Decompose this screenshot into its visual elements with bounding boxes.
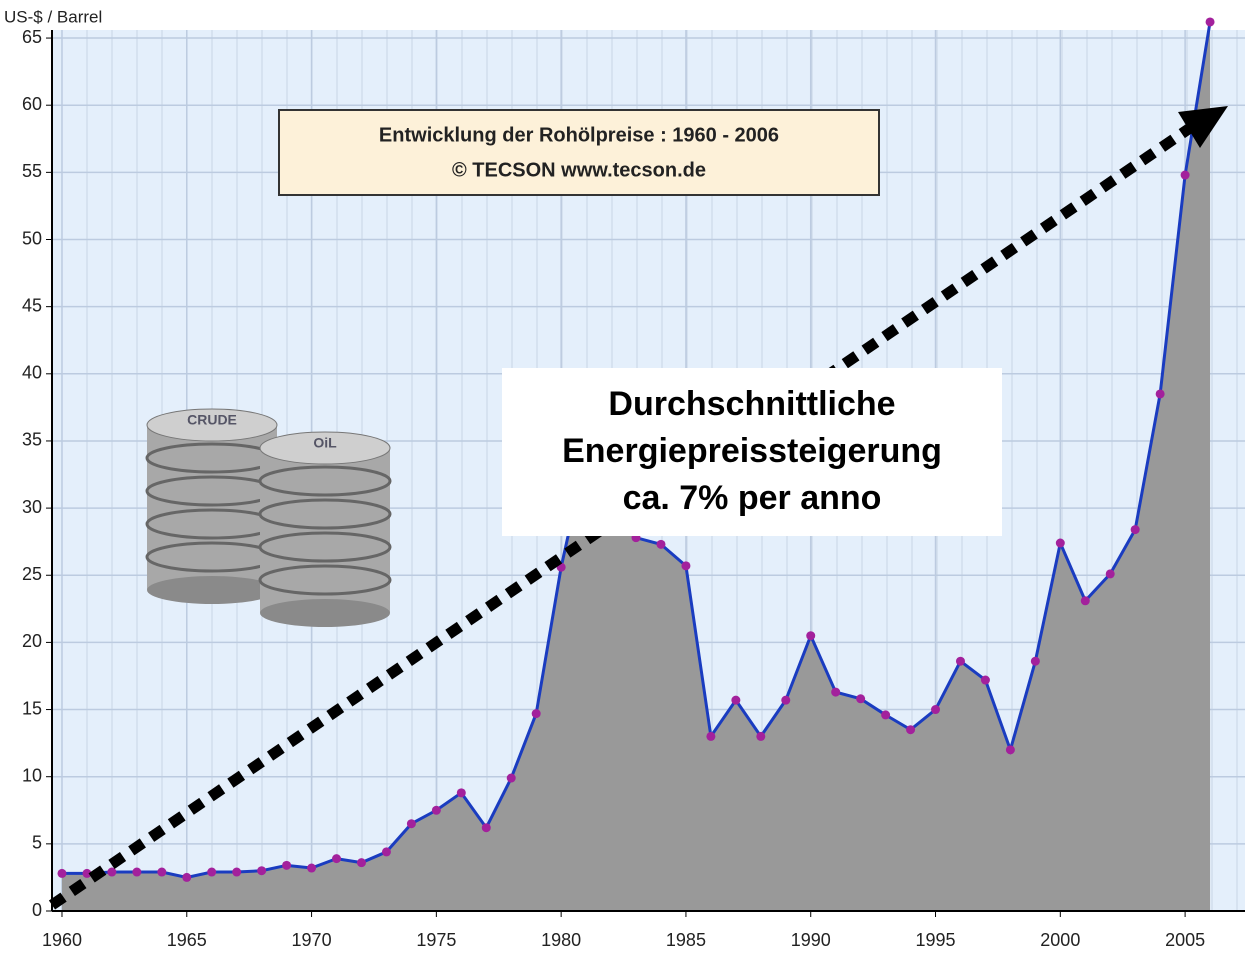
x-tick-label: 1990 <box>791 930 831 950</box>
marker <box>482 823 491 832</box>
marker <box>532 709 541 718</box>
marker <box>1006 745 1015 754</box>
y-tick-label: 50 <box>22 228 42 248</box>
marker <box>307 864 316 873</box>
marker <box>1106 569 1115 578</box>
marker <box>956 657 965 666</box>
barrel-body <box>147 425 277 590</box>
barrel-bottom <box>260 599 390 627</box>
marker <box>706 732 715 741</box>
marker <box>831 688 840 697</box>
title-box <box>279 110 879 195</box>
x-tick-label: 1975 <box>416 930 456 950</box>
x-tick-label: 1960 <box>42 930 82 950</box>
y-tick-label: 40 <box>22 363 42 383</box>
marker <box>681 561 690 570</box>
y-tick-label: 25 <box>22 564 42 584</box>
chart: US-$ / Barrel 0 5 10 15 20 25 30 35 40 45 50 55 60 65… <box>0 0 1251 954</box>
marker <box>1156 389 1165 398</box>
barrel-bottom <box>147 576 277 604</box>
marker <box>806 631 815 640</box>
marker <box>232 868 241 877</box>
x-tick-label: 1980 <box>541 930 581 950</box>
x-tick-label: 1985 <box>666 930 706 950</box>
marker <box>132 868 141 877</box>
annotation-line: Durchschnittliche <box>608 385 895 423</box>
marker <box>1181 171 1190 180</box>
y-tick-label: 15 <box>22 698 42 718</box>
x-tick-label: 1965 <box>167 930 207 950</box>
x-tick-label: 1970 <box>292 930 332 950</box>
marker <box>332 854 341 863</box>
marker <box>182 873 191 882</box>
marker <box>157 868 166 877</box>
y-tick-label: 10 <box>22 765 42 785</box>
marker <box>382 847 391 856</box>
y-tick-label: 35 <box>22 430 42 450</box>
marker <box>856 694 865 703</box>
barrel-label: OiL <box>313 435 337 451</box>
marker <box>1031 657 1040 666</box>
annotation-line: ca. 7% per anno <box>623 479 882 517</box>
y-tick-label: 65 <box>22 27 42 47</box>
marker <box>781 696 790 705</box>
marker <box>881 710 890 719</box>
marker <box>981 676 990 685</box>
y-tick-label: 0 <box>32 900 42 920</box>
barrel-label: CRUDE <box>187 412 237 428</box>
marker <box>1081 596 1090 605</box>
x-tick-label: 2005 <box>1165 930 1205 950</box>
y-tick-label: 20 <box>22 631 42 651</box>
marker <box>906 725 915 734</box>
y-tick-label: 5 <box>32 833 42 853</box>
title-line: © TECSON www.tecson.de <box>452 159 706 181</box>
marker <box>931 705 940 714</box>
title-line: Entwicklung der Rohölpreise : 1960 - 200… <box>379 124 779 146</box>
marker <box>107 868 116 877</box>
marker <box>1206 17 1215 26</box>
marker <box>656 540 665 549</box>
marker <box>282 861 291 870</box>
y-tick-label: 45 <box>22 295 42 315</box>
y-tick-label: 30 <box>22 497 42 517</box>
marker <box>257 866 266 875</box>
marker <box>207 868 216 877</box>
marker <box>507 774 516 783</box>
annotation-line: Energiepreissteigerung <box>562 432 942 470</box>
x-tick-label: 2000 <box>1040 930 1080 950</box>
y-axis-label: US-$ / Barrel <box>4 7 102 26</box>
marker <box>1131 525 1140 534</box>
marker <box>357 858 366 867</box>
marker <box>57 869 66 878</box>
y-tick-label: 55 <box>22 161 42 181</box>
barrel: OiL <box>260 432 390 627</box>
marker <box>432 806 441 815</box>
marker <box>1056 539 1065 548</box>
barrel: CRUDE <box>147 409 277 604</box>
marker <box>756 732 765 741</box>
marker <box>457 788 466 797</box>
barrel-body <box>260 448 390 613</box>
marker <box>407 819 416 828</box>
marker <box>731 696 740 705</box>
y-tick-label: 60 <box>22 94 42 114</box>
x-tick-label: 1995 <box>915 930 955 950</box>
